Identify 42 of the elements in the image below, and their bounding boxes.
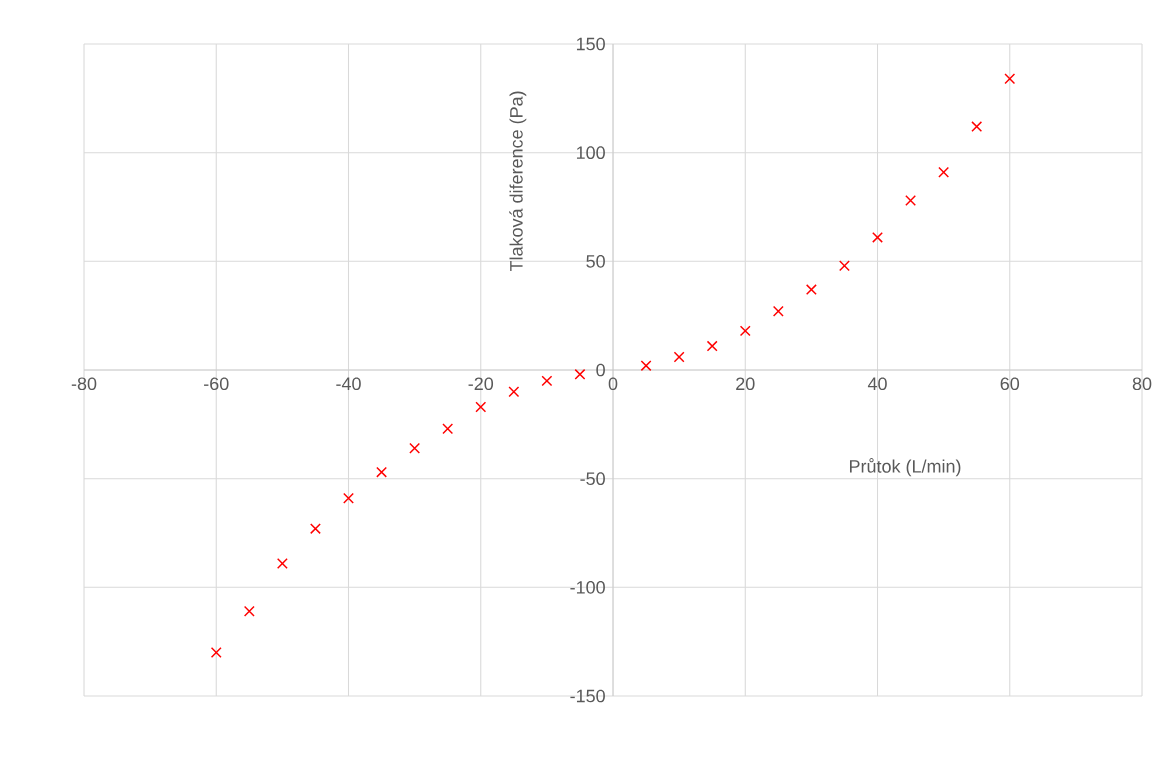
y-tick-label: -150 (570, 689, 605, 703)
point (276, 557, 288, 569)
point (309, 523, 321, 535)
point (475, 401, 487, 413)
point (210, 647, 222, 658)
x-tick-label: 20 (736, 377, 755, 391)
point (872, 231, 883, 243)
point (442, 423, 454, 435)
x-tick-label: 40 (867, 377, 887, 391)
point (805, 284, 817, 296)
x-tick-label: 80 (1132, 377, 1152, 391)
x-tick-label: 60 (1000, 377, 1020, 391)
x-tick-label: -80 (71, 377, 97, 391)
x-tick-label: 0 (608, 377, 618, 391)
y-axis-title: Tlaková diference (Pa) (509, 91, 527, 272)
point (772, 305, 784, 317)
point (706, 340, 718, 352)
point (541, 375, 553, 387)
point (839, 260, 850, 272)
point (739, 325, 751, 337)
point (574, 368, 586, 380)
y-tick-label: 0 (596, 363, 605, 377)
y-tick-label: 50 (586, 254, 605, 268)
point (905, 195, 917, 206)
point (343, 492, 354, 504)
point (508, 386, 520, 398)
y-tick-label: 150 (576, 37, 605, 51)
y-tick-label: -100 (570, 580, 605, 594)
point (243, 605, 255, 617)
x-tick-label: -60 (204, 377, 229, 391)
point (971, 121, 983, 133)
x-tick-label: -20 (468, 377, 494, 391)
point (1004, 73, 1016, 85)
point (376, 466, 388, 478)
x-tick-label: -40 (336, 377, 361, 391)
point (640, 360, 652, 372)
point (673, 351, 685, 363)
x-axis-title: Průtok (L/min) (849, 458, 961, 477)
y-tick-label: -50 (580, 472, 605, 486)
y-tick-label: 100 (576, 146, 605, 160)
point (409, 442, 421, 454)
point (938, 166, 950, 178)
